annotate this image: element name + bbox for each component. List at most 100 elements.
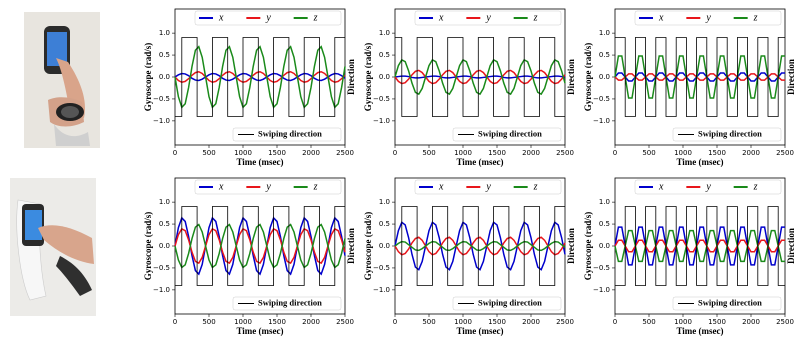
y-tick-label: 1.0 xyxy=(159,198,170,206)
x-tick-label: 2000 xyxy=(302,149,320,157)
x-tick-label: 2500 xyxy=(556,318,574,326)
y2-axis-label: Direction xyxy=(786,59,796,95)
x-tick-label: 500 xyxy=(202,318,215,326)
x-axis-label: Time (msec) xyxy=(456,326,503,336)
legend-box xyxy=(414,10,562,26)
direction-line xyxy=(395,37,565,117)
y-tick-label: −1.0 xyxy=(153,117,170,125)
legend-box xyxy=(194,179,342,195)
y-tick-label: −1.0 xyxy=(153,286,170,294)
legend-box xyxy=(672,127,782,142)
y2-axis-label: Direction xyxy=(566,59,576,95)
y-tick-label: 0.5 xyxy=(159,220,170,228)
x-tick-label: 1000 xyxy=(234,318,252,326)
y-tick-label: 0.5 xyxy=(599,51,610,59)
chart-panel: −1.0 −0.5 0.0 0.5 1.0 0 500 1000 1500 2000 2500 Tim… xyxy=(363,8,576,167)
legend-box xyxy=(232,296,342,311)
legend-label: y xyxy=(705,181,711,192)
y-tick-label: 0.5 xyxy=(159,51,170,59)
legend-label: x xyxy=(658,181,664,192)
x-tick-label: 500 xyxy=(202,149,215,157)
legend-label: Swiping direction xyxy=(698,297,762,307)
x-tick-label: 2000 xyxy=(302,318,320,326)
legend-box xyxy=(452,127,562,142)
legend-label: z xyxy=(533,12,538,23)
legend-label: z xyxy=(753,12,758,23)
gyro-line xyxy=(614,73,785,81)
y-tick-label: −0.5 xyxy=(373,95,390,103)
y-tick-label: −0.5 xyxy=(153,95,170,103)
y2-axis-label: Direction xyxy=(566,228,576,264)
gyro-line xyxy=(394,236,566,256)
x-tick-label: 1000 xyxy=(454,318,472,326)
gyro-line xyxy=(614,55,785,99)
legend-box xyxy=(194,10,342,26)
gyro-line xyxy=(174,227,346,265)
y-tick-label: 0.0 xyxy=(379,242,390,250)
y-tick-label: −0.5 xyxy=(153,264,170,272)
x-tick-label: 1000 xyxy=(674,318,692,326)
y-tick-label: 1.0 xyxy=(379,198,390,206)
plot-area xyxy=(394,177,566,315)
legend-label: Swiping direction xyxy=(478,297,542,307)
y-axis-label: Gyroscope (rad/s) xyxy=(143,212,153,281)
legend-label: Swiping direction xyxy=(258,128,322,138)
chart-panel: −1.0 −0.5 0.0 0.5 1.0 0 500 1000 1500 2000 2500 Tim… xyxy=(143,8,356,167)
legend-label: Swiping direction xyxy=(698,128,762,138)
chart-panel: −1.0 −0.5 0.0 0.5 1.0 0 500 1000 1500 2000 2500 Tim… xyxy=(363,177,576,336)
direction-line xyxy=(395,206,565,286)
chart-panel: −1.0 −0.5 0.0 0.5 1.0 0 500 1000 1500 2000 2500 Tim… xyxy=(583,8,796,167)
x-tick-label: 2000 xyxy=(522,149,540,157)
photo-tablet xyxy=(10,178,96,316)
x-axis-label: Time (msec) xyxy=(236,326,283,336)
legend-label: y xyxy=(265,12,271,23)
y-axis-label: Gyroscope (rad/s) xyxy=(363,43,373,112)
x-tick-label: 1000 xyxy=(454,149,472,157)
y-tick-label: −1.0 xyxy=(593,286,610,294)
x-tick-label: 2500 xyxy=(336,149,354,157)
y2-axis-label: Direction xyxy=(346,228,356,264)
legend-label: x xyxy=(658,12,664,23)
plot-area xyxy=(174,177,346,315)
legend-label: z xyxy=(313,12,318,23)
x-tick-label: 1000 xyxy=(234,149,252,157)
legend-label: y xyxy=(265,181,271,192)
direction-line xyxy=(615,37,785,117)
legend-label: x xyxy=(438,181,444,192)
x-tick-label: 0 xyxy=(173,318,177,326)
x-tick-label: 500 xyxy=(642,149,655,157)
legend-label: Swiping direction xyxy=(258,297,322,307)
legend-label: y xyxy=(485,181,491,192)
y-tick-label: −1.0 xyxy=(593,117,610,125)
x-axis-label: Time (msec) xyxy=(676,326,723,336)
y-tick-label: −1.0 xyxy=(373,117,390,125)
gyro-line xyxy=(174,72,346,82)
x-tick-label: 2000 xyxy=(742,318,760,326)
y-axis-label: Gyroscope (rad/s) xyxy=(143,43,153,112)
y-tick-label: 0.0 xyxy=(159,242,170,250)
legend-label: x xyxy=(218,181,224,192)
gyro-line xyxy=(394,69,566,85)
gyro-line xyxy=(174,216,346,276)
legend-box xyxy=(232,127,342,142)
x-tick-label: 2000 xyxy=(742,149,760,157)
legend-box xyxy=(634,10,782,26)
x-tick-label: 2500 xyxy=(776,149,794,157)
legend-box xyxy=(672,296,782,311)
legend-label: x xyxy=(218,12,224,23)
gyro-line xyxy=(174,223,346,269)
x-tick-label: 500 xyxy=(422,149,435,157)
y-tick-label: 0.0 xyxy=(159,73,170,81)
gyro-line xyxy=(394,58,566,96)
x-tick-label: 0 xyxy=(613,149,617,157)
legend-label: z xyxy=(753,181,758,192)
x-tick-label: 1500 xyxy=(488,149,506,157)
photo-watch xyxy=(24,12,100,148)
x-tick-label: 1500 xyxy=(488,318,506,326)
y2-axis-label: Direction xyxy=(786,228,796,264)
x-tick-label: 0 xyxy=(613,318,617,326)
legend-box xyxy=(634,179,782,195)
x-tick-label: 1500 xyxy=(708,149,726,157)
chart-panel: −1.0 −0.5 0.0 0.5 1.0 0 500 1000 1500 2000 2500 Tim… xyxy=(143,177,356,336)
